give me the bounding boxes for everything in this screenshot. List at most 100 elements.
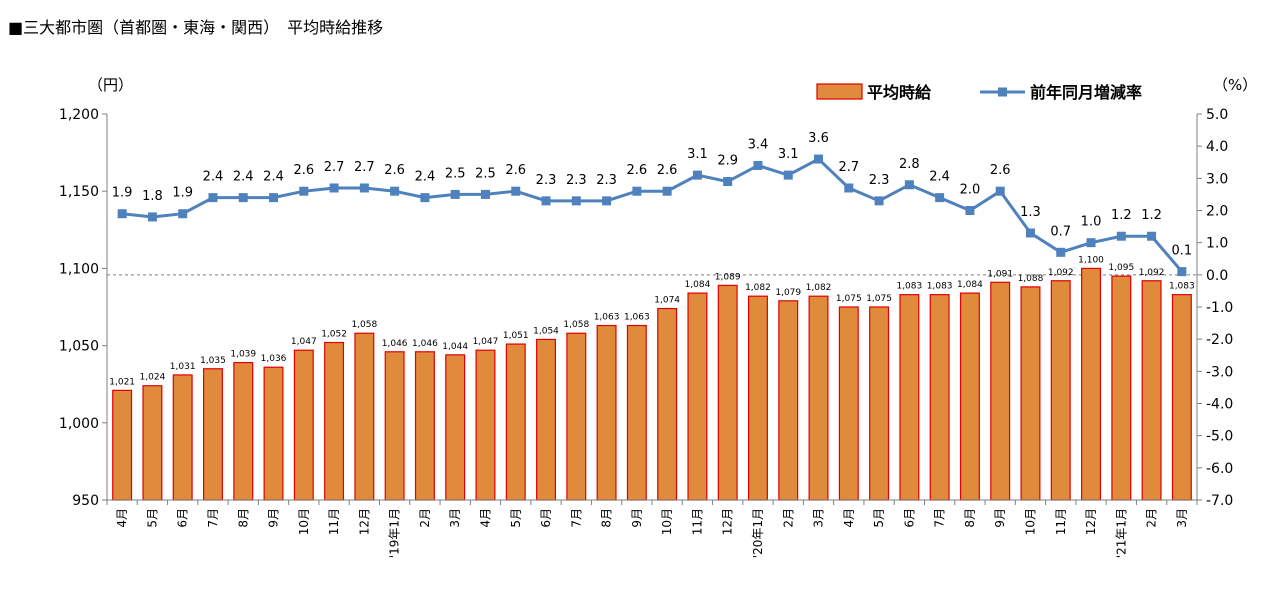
line-point bbox=[511, 186, 521, 196]
bar bbox=[1171, 294, 1192, 501]
bar bbox=[233, 361, 254, 501]
bar bbox=[324, 341, 345, 501]
bar-value-label: 1,036 bbox=[261, 354, 287, 364]
bar bbox=[505, 343, 526, 501]
left-tick-label: 1,000 bbox=[59, 416, 99, 432]
line-point bbox=[178, 209, 188, 219]
bar-value-label: 1,084 bbox=[957, 280, 983, 290]
legend-swatch-marker bbox=[998, 87, 1007, 97]
bar bbox=[172, 374, 193, 501]
line-value-label: 2.6 bbox=[627, 163, 648, 178]
right-tick-label: 3.0 bbox=[1206, 171, 1228, 187]
line-point bbox=[238, 193, 248, 203]
line-point bbox=[692, 170, 702, 180]
line-point bbox=[995, 186, 1005, 196]
bar-value-label: 1,047 bbox=[473, 337, 499, 347]
bar-value-label: 1,082 bbox=[745, 283, 771, 293]
right-tick-label: 1.0 bbox=[1206, 236, 1228, 252]
line-value-label: 2.7 bbox=[324, 160, 345, 175]
x-tick-label: 10月 bbox=[660, 508, 674, 535]
bar bbox=[142, 385, 163, 501]
x-tick-label: 6月 bbox=[902, 508, 916, 528]
line-point bbox=[390, 186, 400, 196]
bar-value-label: 1,083 bbox=[896, 282, 922, 292]
bar bbox=[1141, 280, 1162, 501]
x-tick-label: 8月 bbox=[236, 508, 250, 528]
bar-value-label: 1,084 bbox=[685, 280, 711, 290]
line-point bbox=[269, 193, 279, 203]
bar-value-label: 1,035 bbox=[200, 356, 226, 366]
line-value-label: 3.1 bbox=[687, 147, 708, 162]
bar-value-label: 1,092 bbox=[1048, 268, 1074, 278]
bar-value-label: 1,089 bbox=[715, 272, 741, 282]
x-tick-label: 5月 bbox=[509, 508, 523, 528]
line-point bbox=[480, 189, 490, 199]
line-value-label: 1.8 bbox=[142, 189, 163, 204]
x-tick-label: 12月 bbox=[1084, 508, 1098, 535]
right-tick-label: 0.0 bbox=[1206, 268, 1228, 284]
bar bbox=[202, 368, 223, 501]
bar bbox=[414, 351, 435, 501]
left-tick-label: 950 bbox=[72, 493, 99, 509]
bar bbox=[475, 349, 496, 501]
bar bbox=[445, 354, 466, 501]
bar-value-label: 1,031 bbox=[170, 362, 196, 372]
bar-value-label: 1,039 bbox=[230, 350, 256, 360]
x-tick-label: 6月 bbox=[176, 508, 190, 528]
line-point bbox=[935, 193, 945, 203]
bar bbox=[536, 338, 557, 501]
bar bbox=[869, 306, 890, 501]
bar bbox=[1050, 280, 1071, 501]
bar-value-label: 1,088 bbox=[1018, 274, 1044, 284]
bar-value-label: 1,083 bbox=[1169, 282, 1195, 292]
bar bbox=[929, 294, 950, 501]
bar-value-label: 1,075 bbox=[866, 294, 892, 304]
bar-value-label: 1,046 bbox=[412, 339, 438, 349]
x-tick-label: 4月 bbox=[478, 508, 492, 528]
right-tick-label: 4.0 bbox=[1206, 139, 1228, 155]
x-tick-label: 9月 bbox=[267, 508, 281, 528]
left-tick-label: 1,150 bbox=[59, 184, 99, 200]
right-tick-label: -7.0 bbox=[1206, 493, 1233, 509]
line-value-label: 3.4 bbox=[748, 137, 769, 152]
x-tick-labels: 4月 5月 6月 7月 8月 9月 10月 11月 12月 '19年1月 2月 3月 4月 5月 6月 7月 8… bbox=[106, 500, 1198, 558]
bar-value-label: 1,091 bbox=[987, 269, 1013, 279]
line-point bbox=[450, 189, 460, 199]
right-tick-label: 5.0 bbox=[1206, 107, 1228, 123]
line-value-label: 0.7 bbox=[1050, 224, 1071, 239]
line-value-label: 2.9 bbox=[717, 154, 738, 169]
line-value-label: 2.8 bbox=[899, 157, 920, 172]
line-point bbox=[1025, 228, 1035, 238]
line-point bbox=[723, 177, 733, 187]
line-point bbox=[1177, 267, 1187, 277]
line-point bbox=[662, 186, 672, 196]
line-point bbox=[1147, 231, 1157, 241]
x-tick-label: 12月 bbox=[721, 508, 735, 535]
line-point bbox=[1086, 238, 1096, 248]
x-tick-label: '21年1月 bbox=[1114, 508, 1128, 558]
axes: 950 1,000 1,050 1,100 1,150 1,200 5.0 4.0 3.0 2.0… bbox=[59, 76, 1257, 509]
bar bbox=[959, 292, 980, 501]
bar bbox=[596, 324, 617, 501]
x-tick-label: 5月 bbox=[872, 508, 886, 528]
line-value-label: 2.4 bbox=[415, 170, 436, 185]
x-tick-label: 9月 bbox=[993, 508, 1007, 528]
bar-value-label: 1,021 bbox=[109, 377, 135, 387]
line-point bbox=[965, 206, 975, 215]
right-tick-label: -1.0 bbox=[1206, 300, 1233, 316]
bar-value-label: 1,092 bbox=[1139, 268, 1165, 278]
bar-value-label: 1,095 bbox=[1108, 263, 1134, 273]
bar bbox=[747, 295, 768, 501]
bar-value-label: 1,047 bbox=[291, 337, 317, 347]
x-tick-label: 12月 bbox=[357, 508, 371, 535]
bar-value-label: 1,100 bbox=[1078, 255, 1104, 265]
legend-swatch-bar bbox=[816, 83, 863, 100]
bar bbox=[1020, 286, 1041, 501]
bar bbox=[838, 306, 859, 501]
line-point bbox=[602, 196, 612, 206]
line-point bbox=[632, 186, 642, 196]
line-value-label: 2.4 bbox=[263, 170, 284, 185]
bar bbox=[687, 292, 708, 501]
line-point bbox=[359, 183, 369, 193]
bar-value-label: 1,063 bbox=[624, 313, 650, 323]
